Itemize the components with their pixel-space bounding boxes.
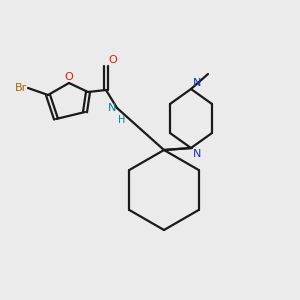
- Text: N: N: [108, 103, 116, 113]
- Text: H: H: [118, 115, 125, 125]
- Text: O: O: [64, 72, 74, 82]
- Text: Br: Br: [15, 83, 27, 93]
- Text: N: N: [193, 149, 201, 159]
- Text: O: O: [108, 55, 117, 65]
- Text: N: N: [193, 78, 201, 88]
